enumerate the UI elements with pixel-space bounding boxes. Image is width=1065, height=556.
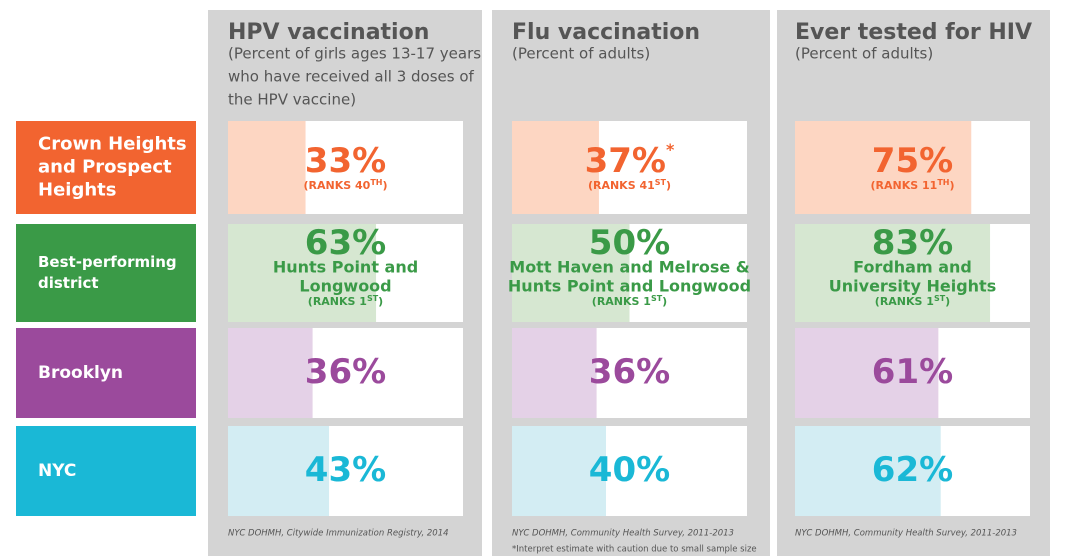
value-label: 36% (305, 352, 386, 392)
value-label: 37%* (585, 140, 675, 181)
rank-label: (RANKS 40TH) (304, 178, 388, 193)
value-label-text: 36% (589, 352, 670, 392)
rank-label: (RANKS 41ST) (588, 178, 671, 193)
rank-suffix: ST (651, 294, 663, 303)
district-name: Hunts Point and (273, 258, 418, 277)
district-name: Mott Haven and Melrose & (509, 258, 750, 277)
bar (228, 224, 377, 322)
bar (512, 426, 606, 516)
district-name: Fordham and (853, 258, 972, 277)
panel-subtitle: (Percent of adults) (512, 45, 650, 63)
row-label-box (16, 224, 196, 322)
rank-text: ) (378, 295, 383, 308)
rank-text: ) (662, 295, 667, 308)
panel-subtitle: (Percent of girls ages 13-17 years (228, 45, 481, 63)
panel-title: Flu vaccination (512, 20, 700, 45)
rank-suffix: ST (367, 294, 379, 303)
value-note: * (666, 140, 675, 159)
district-name: Longwood (299, 277, 391, 296)
row-label: and Prospect (38, 157, 172, 178)
rank-text: ) (382, 179, 387, 192)
row-label: Best-performing (38, 253, 177, 271)
value-label-text: 40% (589, 450, 670, 490)
rank-text: (RANKS 1 (308, 295, 367, 308)
value-label-text: 50% (589, 223, 670, 263)
row-label-box (16, 426, 196, 516)
value-label: 33% (305, 141, 386, 181)
bar (512, 121, 599, 214)
value-label: 43% (305, 450, 386, 490)
value-label: 50% (589, 223, 670, 263)
bar (228, 426, 330, 516)
value-label-text: 83% (872, 223, 953, 263)
value-label: 63% (305, 223, 386, 263)
bar (795, 426, 941, 516)
panel-subtitle: who have received all 3 doses of (228, 68, 475, 86)
rank-text: ) (949, 179, 954, 192)
rank-text: (RANKS 41 (588, 179, 655, 192)
value-label: 40% (589, 450, 670, 490)
source-note: NYC DOHMH, Community Health Survey, 2011… (512, 529, 734, 539)
rank-suffix: ST (655, 178, 667, 187)
panel-title: Ever tested for HIV (795, 20, 1032, 45)
bar (228, 328, 313, 418)
district-name: Hunts Point and Longwood (508, 277, 751, 296)
value-label: 61% (872, 352, 953, 392)
rank-label: (RANKS 1ST) (308, 294, 383, 309)
row-label: Crown Heights (38, 134, 187, 155)
district-name: University Heights (829, 277, 996, 296)
value-label-text: 33% (305, 141, 386, 181)
value-label: 36% (589, 352, 670, 392)
value-label: 83% (872, 223, 953, 263)
rank-text: ) (945, 295, 950, 308)
row-label-box (16, 328, 196, 418)
rank-text: (RANKS 1 (875, 295, 934, 308)
rank-label: (RANKS 1ST) (592, 294, 667, 309)
value-label: 62% (872, 450, 953, 490)
value-label: 75% (872, 141, 953, 181)
row-label-box (16, 121, 196, 214)
bar (512, 328, 597, 418)
rank-text: (RANKS 40 (304, 179, 371, 192)
value-label-text: 62% (872, 450, 953, 490)
source-note: NYC DOHMH, Citywide Immunization Registr… (228, 529, 449, 539)
row-label: NYC (38, 461, 76, 481)
bar (228, 121, 306, 214)
value-label-text: 36% (305, 352, 386, 392)
rank-suffix: ST (934, 294, 946, 303)
bar (795, 328, 939, 418)
panel-subtitle: the HPV vaccine) (228, 91, 356, 109)
row-label: Heights (38, 180, 116, 201)
bar (795, 224, 991, 322)
footnote: *Interpret estimate with caution due to … (512, 545, 757, 555)
bar (795, 121, 972, 214)
row-label: district (38, 274, 99, 292)
source-note: NYC DOHMH, Community Health Survey, 2011… (795, 529, 1017, 539)
rank-text: (RANKS 11 (871, 179, 938, 192)
panel-title: HPV vaccination (228, 20, 429, 45)
value-label-text: 43% (305, 450, 386, 490)
rank-text: ) (666, 179, 671, 192)
rank-suffix: TH (937, 178, 949, 187)
bar (512, 224, 630, 322)
panel-subtitle: (Percent of adults) (795, 45, 933, 63)
value-label-text: 75% (872, 141, 953, 181)
value-label-text: 37% (585, 141, 666, 181)
rank-label: (RANKS 1ST) (875, 294, 950, 309)
row-label: Brooklyn (38, 363, 123, 383)
rank-text: (RANKS 1 (592, 295, 651, 308)
value-label-text: 63% (305, 223, 386, 263)
rank-label: (RANKS 11TH) (871, 178, 955, 193)
value-label-text: 61% (872, 352, 953, 392)
rank-suffix: TH (370, 178, 382, 187)
